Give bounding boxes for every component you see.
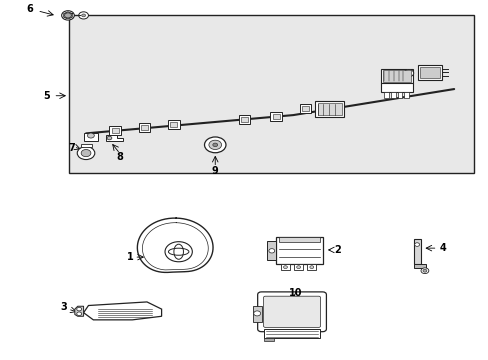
- Bar: [276, 237, 322, 264]
- Polygon shape: [63, 12, 72, 19]
- Bar: [272, 114, 279, 119]
- Bar: [383, 92, 388, 98]
- Bar: [307, 264, 316, 270]
- Bar: [281, 264, 289, 270]
- Bar: [167, 120, 179, 129]
- Bar: [141, 125, 148, 130]
- Circle shape: [403, 69, 413, 77]
- Bar: [417, 65, 441, 80]
- Circle shape: [212, 143, 217, 147]
- Bar: [252, 306, 261, 321]
- Polygon shape: [75, 306, 83, 316]
- Text: 10: 10: [288, 288, 302, 298]
- Bar: [238, 115, 250, 124]
- Text: 6: 6: [26, 4, 33, 14]
- Bar: [380, 69, 412, 83]
- Circle shape: [64, 13, 71, 18]
- Bar: [83, 133, 98, 140]
- Bar: [315, 101, 344, 117]
- Polygon shape: [83, 302, 161, 320]
- Text: 7: 7: [68, 143, 75, 153]
- Bar: [81, 144, 92, 147]
- Bar: [294, 264, 303, 270]
- Bar: [69, 15, 473, 173]
- Circle shape: [77, 312, 81, 316]
- FancyBboxPatch shape: [263, 296, 320, 327]
- Text: 5: 5: [43, 91, 50, 101]
- Bar: [404, 92, 408, 98]
- Circle shape: [422, 269, 426, 272]
- Circle shape: [87, 133, 94, 138]
- Bar: [270, 112, 282, 121]
- Circle shape: [309, 266, 313, 269]
- Bar: [112, 128, 119, 133]
- Bar: [267, 242, 276, 260]
- Bar: [382, 70, 410, 82]
- Circle shape: [208, 140, 221, 149]
- Circle shape: [77, 307, 81, 311]
- Text: 4: 4: [439, 243, 446, 253]
- Bar: [413, 239, 420, 264]
- Circle shape: [414, 243, 419, 246]
- Bar: [317, 103, 341, 116]
- Bar: [299, 104, 311, 113]
- FancyBboxPatch shape: [257, 292, 326, 332]
- Text: 2: 2: [333, 245, 340, 255]
- Circle shape: [283, 266, 287, 269]
- Circle shape: [164, 242, 192, 262]
- Circle shape: [253, 311, 260, 316]
- Text: 8: 8: [117, 152, 123, 162]
- Bar: [264, 338, 273, 341]
- Bar: [380, 83, 412, 92]
- Circle shape: [81, 149, 91, 157]
- Bar: [170, 122, 177, 127]
- Polygon shape: [105, 135, 122, 141]
- Bar: [397, 92, 402, 98]
- Text: 9: 9: [211, 166, 218, 176]
- Bar: [264, 329, 320, 338]
- Circle shape: [268, 249, 274, 253]
- Text: 3: 3: [61, 302, 67, 312]
- Circle shape: [81, 14, 85, 17]
- Bar: [241, 117, 247, 122]
- Bar: [419, 67, 439, 78]
- Bar: [390, 92, 395, 98]
- Bar: [139, 123, 150, 132]
- Bar: [302, 106, 308, 111]
- Circle shape: [204, 137, 225, 153]
- Text: 1: 1: [126, 252, 133, 262]
- Circle shape: [420, 268, 428, 274]
- Circle shape: [296, 266, 300, 269]
- Circle shape: [61, 11, 74, 20]
- Bar: [413, 264, 426, 268]
- Circle shape: [107, 136, 112, 140]
- Bar: [278, 237, 320, 242]
- Circle shape: [79, 12, 88, 19]
- Polygon shape: [137, 218, 213, 273]
- Circle shape: [77, 147, 95, 159]
- Bar: [109, 126, 121, 135]
